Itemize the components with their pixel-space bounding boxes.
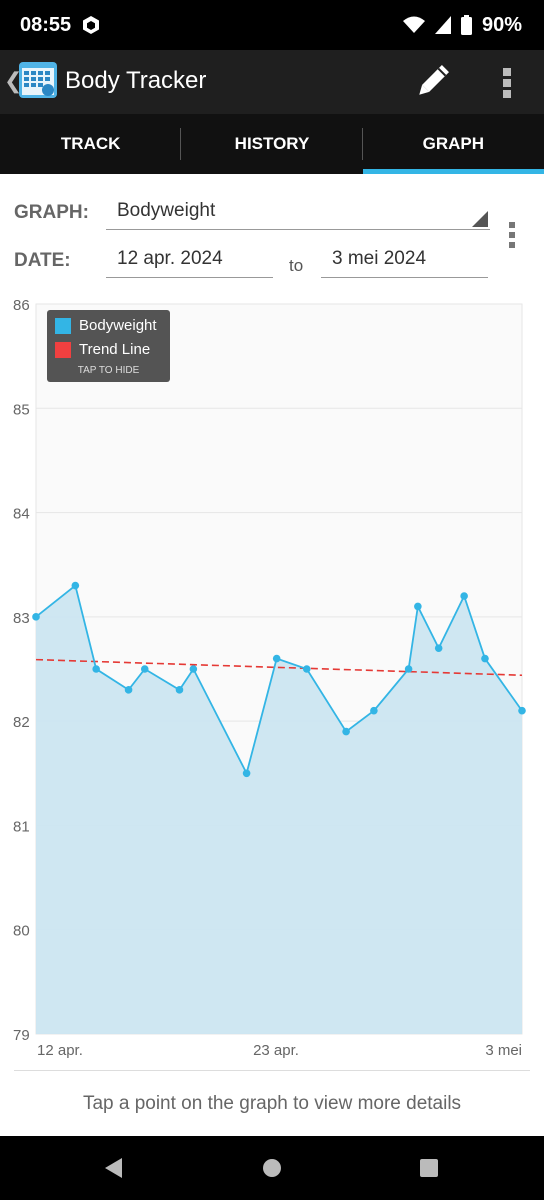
status-time: 08:55 bbox=[20, 13, 72, 36]
bodyweight-point[interactable] bbox=[189, 665, 198, 673]
y-tick-label: 82 bbox=[13, 714, 30, 731]
x-tick-label: 3 mei bbox=[485, 1042, 522, 1059]
tab-bar: TRACK HISTORY GRAPH bbox=[0, 114, 544, 174]
bodyweight-chart[interactable]: 86 85 84 83 82 81 80 79 12 apr. 23 apr. 3 mei bbox=[0, 290, 544, 1070]
bodyweight-line bbox=[35, 583, 523, 776]
y-tick-label: 81 bbox=[13, 818, 30, 835]
bodyweight-point[interactable] bbox=[414, 602, 422, 611]
battery-icon bbox=[460, 15, 472, 35]
bodyweight-point[interactable] bbox=[342, 727, 350, 736]
bodyweight-point[interactable] bbox=[242, 769, 251, 778]
bodyweight-point[interactable] bbox=[71, 581, 80, 590]
date-from-field[interactable]: 12 apr. 2024 bbox=[106, 244, 273, 278]
bodyweight-point[interactable] bbox=[32, 613, 40, 621]
divider bbox=[14, 1070, 530, 1071]
bodyweight-point[interactable] bbox=[92, 665, 100, 673]
legend-item-bodyweight: Bodyweight bbox=[55, 317, 157, 334]
status-bar: 08:55 90% bbox=[0, 0, 544, 50]
x-tick-label: 23 apr. bbox=[253, 1042, 299, 1059]
graph-type-value: Bodyweight bbox=[117, 200, 216, 221]
recents-nav-icon[interactable] bbox=[417, 1156, 441, 1180]
tab-divider bbox=[180, 128, 182, 160]
navigation-bar bbox=[0, 1136, 544, 1200]
tab-graph-label: GRAPH bbox=[422, 134, 485, 153]
bodyweight-point[interactable] bbox=[124, 686, 133, 694]
bodyweight-area bbox=[36, 585, 522, 1034]
back-nav-icon[interactable] bbox=[102, 1156, 126, 1180]
y-tick-label: 85 bbox=[13, 401, 30, 418]
options-menu-icon[interactable] bbox=[504, 220, 520, 250]
tab-track-label: TRACK bbox=[60, 134, 121, 153]
trend-line bbox=[35, 658, 523, 677]
battery-percent: 90% bbox=[481, 13, 522, 36]
y-tick-label: 83 bbox=[13, 610, 30, 627]
tab-history[interactable]: HISTORY bbox=[181, 114, 363, 174]
bodyweight-point[interactable] bbox=[302, 665, 311, 673]
tab-divider bbox=[361, 128, 363, 160]
wifi-icon bbox=[402, 16, 425, 33]
y-tick-label: 86 bbox=[13, 297, 30, 314]
bodyweight-point[interactable] bbox=[140, 665, 149, 673]
graph-hint-text: Tap a point on the graph to view more de… bbox=[82, 1093, 462, 1114]
legend-swatch-trend bbox=[55, 341, 71, 358]
edit-pencil-icon[interactable] bbox=[412, 62, 452, 102]
chart-legend[interactable]: Bodyweight Trend Line TAP TO HIDE bbox=[47, 310, 170, 382]
legend-swatch-bodyweight bbox=[55, 317, 71, 334]
signal-icon bbox=[434, 16, 451, 34]
y-tick-label: 84 bbox=[13, 506, 30, 523]
legend-label-trend: Trend Line bbox=[79, 341, 151, 358]
tab-graph[interactable]: GRAPH bbox=[362, 114, 544, 174]
app-title: Body Tracker bbox=[65, 67, 207, 94]
bodyweight-point[interactable] bbox=[481, 654, 489, 663]
bodyweight-point[interactable] bbox=[404, 665, 413, 673]
y-tick-label: 80 bbox=[13, 923, 30, 940]
app-notification-icon bbox=[83, 16, 100, 34]
bodyweight-point[interactable] bbox=[370, 706, 378, 715]
legend-item-trend: Trend Line bbox=[55, 341, 150, 358]
bodyweight-point[interactable] bbox=[518, 706, 526, 715]
date-label: DATE: bbox=[14, 250, 71, 271]
graph-label: GRAPH: bbox=[14, 202, 89, 223]
overflow-menu-icon[interactable] bbox=[494, 62, 520, 102]
legend-label-bodyweight: Bodyweight bbox=[79, 317, 157, 334]
app-bar: ❮ Body Tracker bbox=[0, 50, 544, 114]
y-tick-label: 79 bbox=[13, 1027, 30, 1044]
bodyweight-point[interactable] bbox=[272, 654, 281, 663]
home-nav-icon[interactable] bbox=[260, 1156, 284, 1180]
date-to-field[interactable]: 3 mei 2024 bbox=[321, 244, 488, 278]
legend-hide-hint: TAP TO HIDE bbox=[77, 365, 140, 376]
app-logo-icon[interactable] bbox=[18, 60, 58, 100]
bodyweight-point[interactable] bbox=[175, 686, 184, 694]
graph-type-dropdown[interactable]: Bodyweight bbox=[106, 196, 490, 230]
tab-track[interactable]: TRACK bbox=[0, 114, 182, 174]
date-to-separator: to bbox=[289, 256, 304, 275]
tab-history-label: HISTORY bbox=[234, 134, 310, 153]
dropdown-arrow-icon bbox=[472, 211, 488, 227]
back-chevron-icon[interactable]: ❮ bbox=[4, 68, 23, 93]
bodyweight-point[interactable] bbox=[434, 644, 443, 652]
bodyweight-point[interactable] bbox=[460, 592, 468, 600]
x-tick-label: 12 apr. bbox=[37, 1042, 83, 1059]
